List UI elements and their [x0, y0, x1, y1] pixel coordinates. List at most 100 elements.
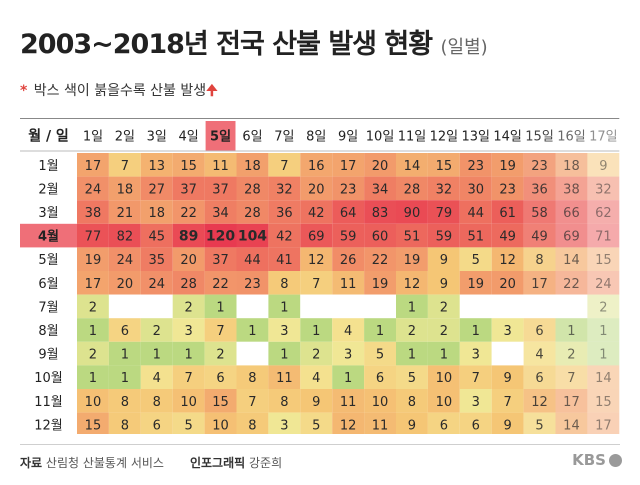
cell-value: 69 — [308, 230, 325, 245]
heatmap-cell — [523, 389, 556, 413]
heatmap-cell — [77, 341, 109, 366]
cell-value: 2 — [89, 348, 97, 363]
cell-value: 5 — [376, 348, 384, 363]
cell-value: 2 — [440, 300, 448, 315]
heatmap-cell-empty — [523, 294, 556, 319]
heatmap-cell — [491, 365, 524, 389]
cell-value: 15 — [180, 159, 197, 174]
column-label: 6일 — [242, 130, 262, 145]
column-label: 7일 — [274, 130, 294, 145]
cell-value: 3 — [280, 418, 288, 433]
heatmap-cell — [268, 271, 301, 295]
heatmap-cell-empty — [332, 294, 365, 319]
heatmap-cell — [587, 318, 620, 342]
cell-value: 1 — [599, 348, 607, 363]
heatmap-cell — [396, 271, 428, 295]
heatmap-cell — [140, 365, 173, 389]
heatmap-cell — [172, 176, 205, 201]
cell-value: 71 — [595, 230, 612, 245]
heatmap-cell — [172, 389, 205, 413]
heatmap-cell — [172, 153, 205, 177]
column-label: 5일 — [210, 130, 231, 145]
cell-value: 38 — [563, 182, 580, 197]
cell-value: 32 — [436, 182, 453, 197]
cell-value: 6 — [216, 371, 224, 386]
heatmap-cell-empty — [364, 294, 396, 319]
column-label: 11일 — [398, 130, 427, 145]
cell-value: 4 — [535, 348, 543, 363]
cell-value: 21 — [117, 206, 134, 221]
heatmap-cell — [491, 318, 524, 342]
cell-value: 5 — [472, 253, 480, 268]
cell-value: 10 — [212, 418, 229, 433]
source-text: 산림청 산불통계 서비스 — [45, 456, 164, 470]
heatmap-cell — [396, 176, 428, 201]
row-label: 7월 — [38, 300, 58, 315]
graphic-label: 인포그래픽 — [189, 456, 246, 470]
cell-value: 19 — [372, 277, 389, 292]
heatmap-cell — [236, 247, 269, 271]
cell-value: 20 — [499, 277, 516, 292]
cell-value: 8 — [121, 395, 129, 410]
row-highlight — [20, 223, 77, 248]
cell-value: 51 — [467, 230, 484, 245]
heatmap-cell — [300, 176, 333, 201]
heatmap-cell — [555, 223, 588, 248]
cell-value: 17 — [531, 277, 548, 292]
cell-value: 11 — [372, 418, 389, 433]
heatmap-cell — [396, 412, 428, 434]
cell-value: 5 — [185, 418, 193, 433]
column-label: 12일 — [430, 130, 459, 145]
heatmap-cell — [587, 271, 620, 295]
heatmap-cell — [459, 271, 492, 295]
heatmap-cell — [396, 318, 428, 342]
footer-credits: 자료 산림청 산불통계 서비스 인포그래픽 강준희 — [20, 454, 282, 471]
legend-note-text: 박스 색이 붉을수록 산불 발생 — [33, 83, 207, 99]
heatmap-cell — [108, 318, 141, 342]
cell-value: 2 — [440, 324, 448, 339]
heatmap-cell — [459, 153, 492, 177]
heatmap-cell — [108, 200, 141, 224]
heatmap-cell — [268, 200, 301, 224]
cell-value: 34 — [372, 182, 389, 197]
heatmap-cell — [491, 200, 524, 224]
heatmap-cell — [236, 223, 269, 248]
cell-value: 69 — [563, 230, 580, 245]
heatmap-cell — [140, 412, 173, 434]
heatmap-cell — [300, 412, 333, 434]
heatmap-cell — [555, 200, 588, 224]
cell-value: 12 — [499, 253, 516, 268]
cell-value: 6 — [535, 371, 543, 386]
chart-title: 2003~2018년 전국 산불 발생 현황 (일별) — [20, 22, 488, 61]
cell-value: 62 — [595, 206, 612, 221]
heatmap-cell — [172, 412, 205, 434]
cell-value: 3 — [185, 324, 193, 339]
heatmap-cell — [587, 247, 620, 271]
heatmap-cell — [204, 389, 237, 413]
heatmap-cell — [332, 341, 365, 366]
cell-value: 1 — [121, 371, 129, 386]
cell-value: 18 — [117, 182, 134, 197]
footer-divider — [20, 444, 620, 445]
cell-value: 14 — [595, 371, 612, 386]
heatmap-cell — [555, 412, 588, 434]
cell-value: 2 — [89, 300, 97, 315]
heatmap-cell — [268, 176, 301, 201]
heatmap-cell — [236, 318, 269, 342]
heatmap-cell — [268, 223, 301, 248]
heatmap-cell — [172, 271, 205, 295]
heatmap-cell — [77, 200, 109, 224]
heatmap-cell — [108, 341, 141, 366]
heatmap-cell — [459, 176, 492, 201]
heatmap-cell — [332, 318, 365, 342]
heatmap-cell — [300, 389, 333, 413]
cell-value: 7 — [312, 277, 320, 292]
heatmap-cell — [204, 223, 237, 248]
heatmap-cell-empty — [555, 294, 588, 319]
up-arrow-icon: 🠉 — [206, 83, 218, 99]
heatmap-cell — [140, 153, 173, 177]
row-label: 6월 — [38, 277, 58, 292]
cell-value: 24 — [117, 253, 134, 268]
cell-value: 2 — [216, 348, 224, 363]
cell-value: 20 — [372, 159, 389, 174]
